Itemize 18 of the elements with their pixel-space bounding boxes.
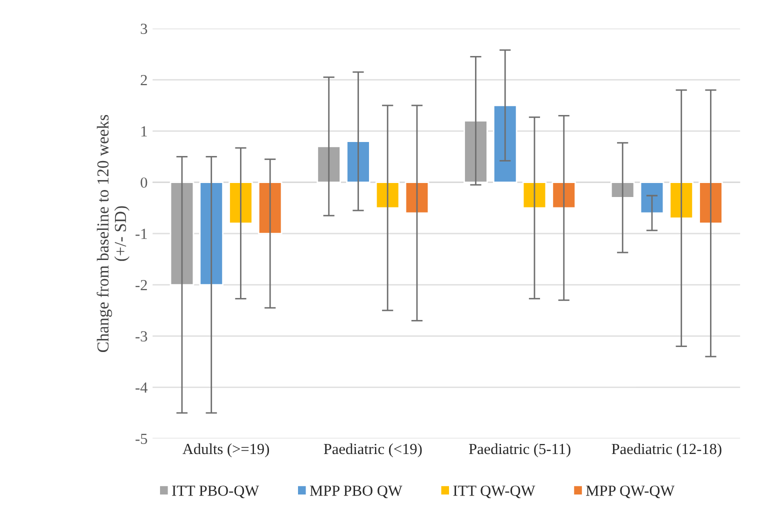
x-tick-label: Adults (>=19) bbox=[182, 443, 269, 458]
y-tick-label: 0 bbox=[140, 177, 148, 188]
x-tick-label: Paediatric (12-18) bbox=[612, 443, 722, 458]
y-tick-label: 2 bbox=[140, 74, 147, 86]
y-tick-label: -3 bbox=[136, 331, 148, 342]
legend-label: MPP PBO QW bbox=[310, 486, 402, 498]
x-tick-label: Paediatric (5-11) bbox=[468, 443, 570, 458]
legend-label: MPP QW-QW bbox=[586, 486, 675, 498]
y-tick-label: -4 bbox=[136, 382, 148, 393]
y-axis-title: Change from baseline to 120 weeks (+/- SD) bbox=[96, 114, 130, 352]
legend-label: ITT QW-QW bbox=[453, 486, 536, 498]
y-tick-label: -1 bbox=[136, 228, 147, 239]
y-tick-label: -2 bbox=[136, 280, 147, 290]
y-tick-label: 3 bbox=[140, 24, 148, 34]
y-tick-label: -5 bbox=[136, 434, 148, 444]
y-tick-label: 1 bbox=[141, 126, 147, 136]
x-tick-label: Paediatric (<19) bbox=[324, 443, 422, 458]
legend-label: ITT PBO-QW bbox=[172, 486, 260, 498]
